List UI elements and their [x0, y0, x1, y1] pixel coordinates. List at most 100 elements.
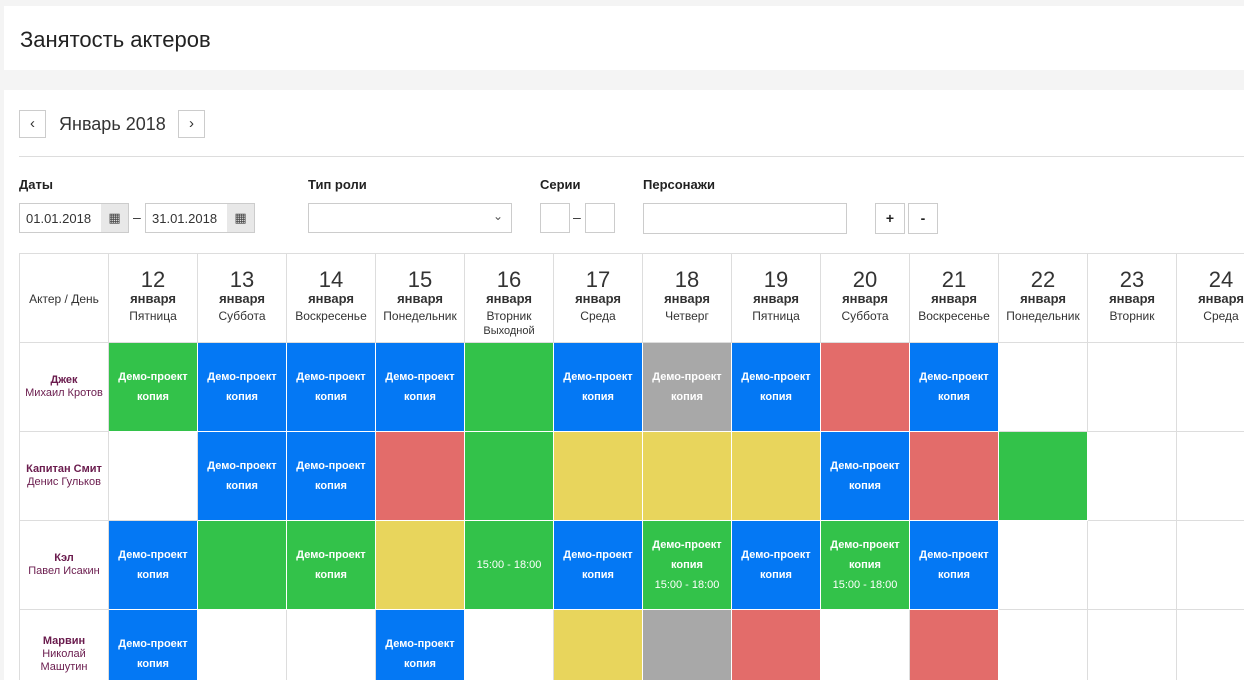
zoom-in-button[interactable]: +	[875, 203, 905, 234]
day-header: 19 января Пятница	[732, 254, 821, 343]
cell-project: Демо-проект	[296, 371, 366, 383]
schedule-cell[interactable]	[376, 521, 465, 610]
schedule-cell[interactable]	[643, 432, 732, 521]
day-weekday: Вторник	[1109, 309, 1155, 323]
schedule-cell[interactable]: Демо-проект копия 15:00 - 18:00	[821, 521, 910, 610]
schedule-cell[interactable]	[1177, 432, 1244, 521]
schedule-cell[interactable]	[999, 610, 1088, 680]
schedule-cell[interactable]	[554, 432, 643, 521]
schedule-cell[interactable]	[287, 610, 376, 680]
cell-subtitle: копия	[760, 569, 792, 581]
schedule-cell[interactable]	[910, 432, 999, 521]
schedule-cell[interactable]	[732, 432, 821, 521]
schedule-cell[interactable]	[821, 610, 910, 680]
day-month: января	[842, 291, 888, 306]
day-weekday: Пятница	[129, 309, 177, 323]
schedule-cell[interactable]	[999, 343, 1088, 432]
schedule-cell[interactable]	[1088, 343, 1177, 432]
schedule-cell[interactable]: Демо-проект копия	[821, 432, 910, 521]
schedule-cell[interactable]	[999, 432, 1088, 521]
schedule-cell[interactable]: Демо-проект копия	[732, 343, 821, 432]
schedule-cell[interactable]: Демо-проект копия	[376, 610, 465, 680]
cell-project: Демо-проект	[118, 638, 188, 650]
schedule-cell[interactable]	[198, 610, 287, 680]
cell-subtitle: копия	[315, 569, 347, 581]
day-month: января	[931, 291, 977, 306]
series-to-input[interactable]	[585, 203, 615, 233]
role-type-select[interactable]: ⌄	[308, 203, 512, 233]
day-weekday: Среда	[1203, 309, 1239, 323]
cell-subtitle: копия	[849, 559, 881, 571]
cell-subtitle: копия	[315, 391, 347, 403]
schedule-cell[interactable]	[1088, 432, 1177, 521]
schedule-cell[interactable]	[198, 521, 287, 610]
schedule-cell[interactable]: Демо-проект копия	[732, 521, 821, 610]
schedule-cell[interactable]	[1177, 610, 1244, 680]
schedule-cell[interactable]: Демо-проект копия 15:00 - 18:00	[643, 521, 732, 610]
day-number: 24	[1208, 267, 1234, 292]
characters-input[interactable]	[643, 203, 847, 234]
cell-subtitle: копия	[226, 480, 258, 492]
schedule-cell[interactable]	[465, 343, 554, 432]
schedule-cell[interactable]: Демо-проект копия	[109, 343, 198, 432]
zoom-out-button[interactable]: -	[908, 203, 938, 234]
schedule-cell[interactable]	[821, 343, 910, 432]
schedule-cell[interactable]	[732, 610, 821, 680]
schedule-cell[interactable]: Демо-проект копия	[109, 521, 198, 610]
schedule-cell[interactable]: Демо-проект копия	[109, 610, 198, 680]
actor-role: Марвин	[42, 634, 86, 647]
actor-cell[interactable]: Капитан Смит Денис Гульков	[20, 432, 109, 521]
day-header: 18 января Четверг	[643, 254, 732, 343]
cell-subtitle: копия	[404, 658, 436, 670]
schedule-cell[interactable]: Демо-проект копия	[643, 343, 732, 432]
schedule-cell[interactable]: Демо-проект копия	[287, 432, 376, 521]
schedule-cell[interactable]: Демо-проект копия	[287, 521, 376, 610]
calendar-icon[interactable]: ▦	[227, 203, 255, 233]
schedule-cell[interactable]	[1177, 521, 1244, 610]
schedule-cell[interactable]	[465, 432, 554, 521]
schedule-cell[interactable]: Демо-проект копия	[376, 343, 465, 432]
schedule-cell[interactable]	[999, 521, 1088, 610]
schedule-cell[interactable]	[1177, 343, 1244, 432]
schedule-cell[interactable]: Демо-проект копия	[910, 521, 999, 610]
schedule-cell[interactable]	[554, 610, 643, 680]
schedule-cell[interactable]	[1088, 610, 1177, 680]
actor-cell[interactable]: Марвин Николай Машутин	[20, 610, 109, 680]
prev-month-button[interactable]: ‹	[19, 110, 46, 138]
month-label: Январь 2018	[59, 114, 166, 134]
schedule-cell[interactable]: Демо-проект копия	[198, 343, 287, 432]
day-number: 20	[852, 267, 878, 292]
schedule-cell[interactable]	[643, 610, 732, 680]
calendar-icon[interactable]: ▦	[101, 203, 129, 233]
date-to-input[interactable]	[145, 203, 228, 233]
day-weekday: Понедельник	[1006, 309, 1080, 323]
next-month-button[interactable]: ›	[178, 110, 205, 138]
actor-cell[interactable]: Кэл Павел Исакин	[20, 521, 109, 610]
cell-time: 15:00 - 18:00	[654, 579, 720, 591]
schedule-cell[interactable]	[376, 432, 465, 521]
schedule-cell[interactable]: Демо-проект копия	[554, 343, 643, 432]
schedule-cell[interactable]	[910, 610, 999, 680]
actor-name: Николай Машутин	[40, 647, 88, 673]
day-number: 18	[674, 267, 700, 292]
day-month: января	[753, 291, 799, 306]
schedule-cell[interactable]	[1088, 521, 1177, 610]
series-label: Серии	[540, 177, 581, 192]
schedule-cell[interactable]: Демо-проект копия	[287, 343, 376, 432]
date-from-input[interactable]	[19, 203, 102, 233]
cell-time: 15:00 - 18:00	[476, 559, 542, 571]
day-weekday: Четверг	[665, 309, 709, 323]
series-from-input[interactable]	[540, 203, 570, 233]
schedule-cell[interactable]: Демо-проект копия	[198, 432, 287, 521]
schedule-cell[interactable]: 15:00 - 18:00	[465, 521, 554, 610]
schedule-cell[interactable]	[109, 432, 198, 521]
day-weekday: Суббота	[841, 309, 889, 323]
schedule-cell[interactable]: Демо-проект копия	[910, 343, 999, 432]
actor-cell[interactable]: Джек Михаил Кротов	[20, 343, 109, 432]
day-header: 24 января Среда	[1177, 254, 1244, 343]
day-number: 15	[407, 267, 433, 292]
schedule-cell[interactable]: Демо-проект копия	[554, 521, 643, 610]
schedule-cell[interactable]	[465, 610, 554, 680]
cell-subtitle: копия	[671, 391, 703, 403]
day-header: 12 января Пятница	[109, 254, 198, 343]
